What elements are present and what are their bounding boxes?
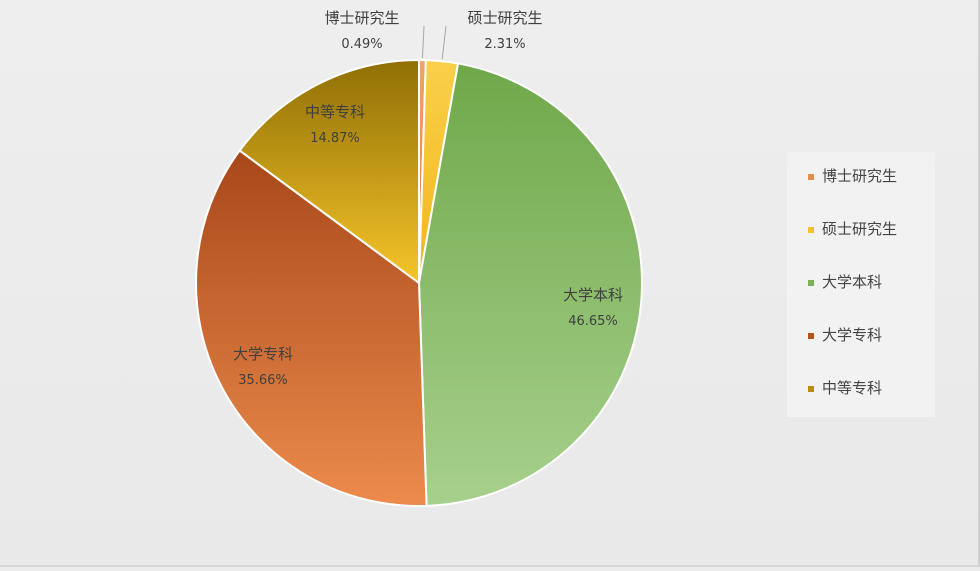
legend-label-1: 博士研究生 [822, 167, 897, 185]
leader-line-2 [441, 25, 447, 60]
data-label-value-4: 35.66% [238, 373, 288, 388]
data-label-value-3: 46.65% [568, 314, 618, 329]
data-label-name-2: 硕士研究生 [467, 9, 542, 27]
legend-swatch-1 [808, 174, 814, 180]
legend-swatch-4 [808, 333, 814, 339]
legend-label-2: 硕士研究生 [822, 220, 897, 238]
data-label-value-1: 0.49% [341, 37, 382, 52]
data-label-value-5: 14.87% [310, 131, 360, 146]
data-labels: 博士研究生 0.49% 硕士研究生 2.31% 大学本科 46.65% 大学专科 35.66%… [233, 9, 623, 388]
pie-slice-3 [417, 62, 643, 507]
data-label-value-2: 2.31% [484, 37, 525, 52]
data-label-name-1: 博士研究生 [324, 9, 399, 27]
legend-label-5: 中等专科 [822, 379, 882, 397]
legend-swatch-2 [808, 227, 814, 233]
legend-label-3: 大学本科 [822, 273, 882, 291]
data-label-name-4: 大学专科 [233, 345, 293, 363]
data-label-name-3: 大学本科 [563, 286, 623, 304]
leader-lines [422, 25, 447, 60]
leader-line-1 [422, 25, 425, 59]
legend-swatch-5 [808, 386, 814, 392]
data-label-name-5: 中等专科 [305, 103, 365, 121]
legend-swatch-3 [808, 280, 814, 286]
pie-slices [195, 58, 643, 507]
pie-slice-4 [195, 149, 428, 507]
legend-label-4: 大学专科 [822, 326, 882, 344]
pie-slice-5 [238, 58, 420, 285]
